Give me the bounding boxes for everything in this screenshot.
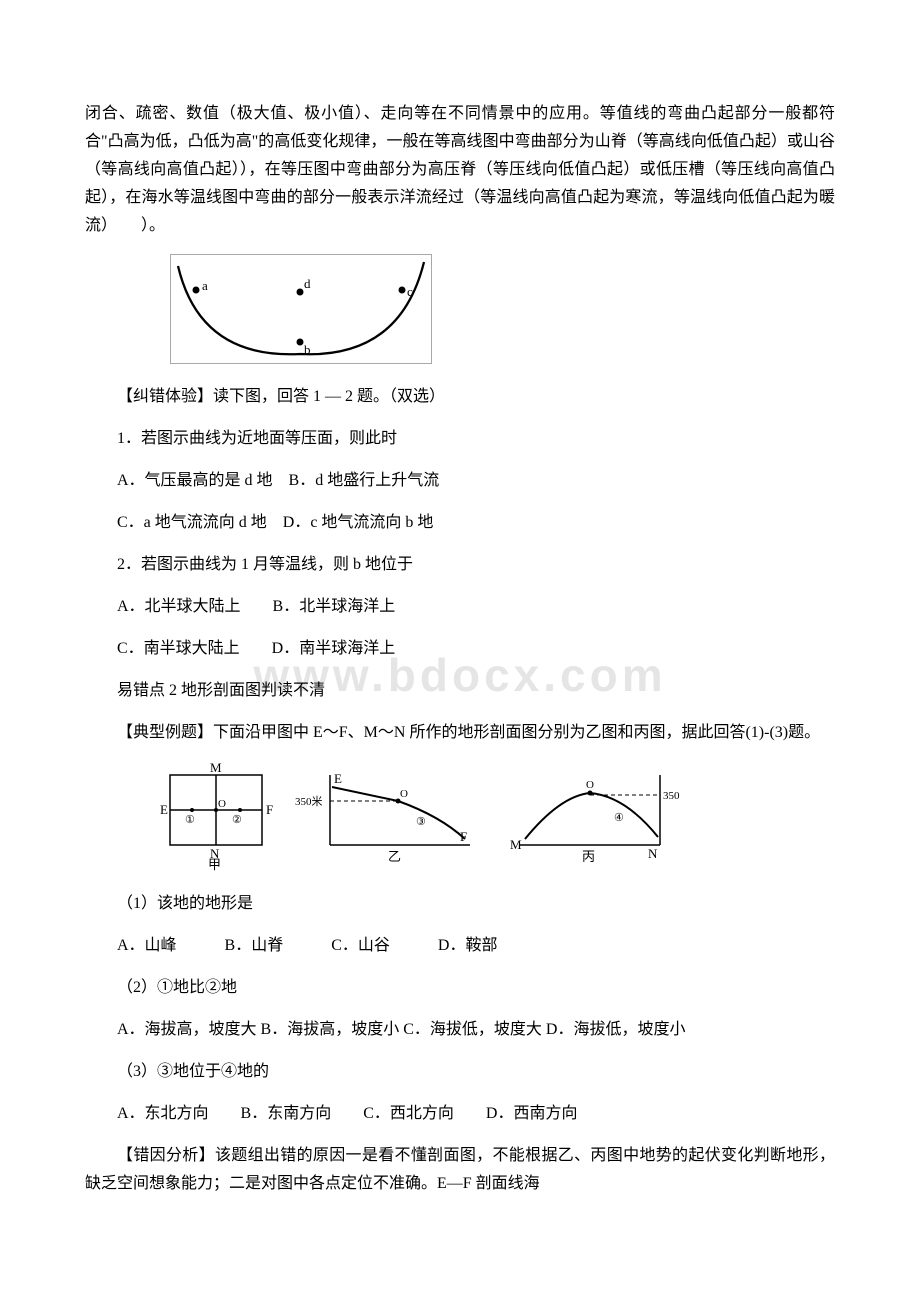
svg-text:d: d bbox=[304, 276, 311, 291]
svg-text:③: ③ bbox=[416, 816, 426, 828]
svg-text:乙: 乙 bbox=[388, 849, 401, 864]
svg-text:F: F bbox=[266, 802, 273, 817]
q1-opts-cd: C．a 地气流流向 d 地 D．c 地气流流向 b 地 bbox=[85, 509, 835, 537]
correction-header: 【纠错体验】读下图，回答 1 — 2 题。（双选） bbox=[85, 383, 835, 411]
svg-text:O: O bbox=[400, 788, 408, 800]
panel-bing: M N O 350米 ④ 丙 bbox=[510, 775, 680, 864]
svg-text:E: E bbox=[160, 802, 168, 817]
figure2: M N E F O ① ② 甲 E F O 350米 ③ 乙 M bbox=[160, 761, 835, 876]
panel-jia: M N E F O ① ② 甲 bbox=[160, 761, 273, 871]
panel-yi: E F O 350米 ③ 乙 bbox=[295, 771, 470, 864]
svg-text:c: c bbox=[407, 284, 413, 299]
svg-text:350米: 350米 bbox=[663, 789, 680, 802]
svg-text:O: O bbox=[218, 798, 226, 810]
svg-text:①: ① bbox=[185, 814, 195, 826]
sub-q1: （1）该地的地形是 bbox=[85, 890, 835, 918]
svg-text:N: N bbox=[648, 846, 658, 861]
sub-q3: （3）③地位于④地的 bbox=[85, 1058, 835, 1086]
svg-text:④: ④ bbox=[614, 812, 624, 824]
figure1: a b c d bbox=[170, 254, 835, 369]
svg-text:M: M bbox=[510, 837, 522, 852]
q2-opts-cd: C．南半球大陆上 D．南半球海洋上 bbox=[85, 635, 835, 663]
sub-q1-opts: A．山峰 B．山脊 C．山谷 D．鞍部 bbox=[85, 932, 835, 960]
svg-text:丙: 丙 bbox=[582, 849, 595, 864]
svg-text:a: a bbox=[202, 278, 208, 293]
svg-text:E: E bbox=[334, 771, 342, 786]
svg-text:350米: 350米 bbox=[295, 795, 323, 808]
q2: 2．若图示曲线为 1 月等温线，则 b 地位于 bbox=[85, 551, 835, 579]
svg-text:b: b bbox=[304, 342, 311, 357]
q1-opts-ab: A．气压最高的是 d 地 B．d 地盛行上升气流 bbox=[85, 467, 835, 495]
svg-text:M: M bbox=[210, 761, 222, 775]
q1: 1．若图示曲线为近地面等压面，则此时 bbox=[85, 425, 835, 453]
svg-text:O: O bbox=[586, 779, 594, 791]
sub-q2: （2）①地比②地 bbox=[85, 974, 835, 1002]
svg-text:甲: 甲 bbox=[208, 857, 221, 871]
sub-q3-opts: A．东北方向 B．东南方向 C．西北方向 D．西南方向 bbox=[85, 1100, 835, 1128]
error-analysis: 【错因分析】该题组出错的原因一是看不懂剖面图，不能根据乙、丙图中地势的起伏变化判… bbox=[85, 1142, 835, 1198]
q2-opts-ab: A．北半球大陆上 B．北半球海洋上 bbox=[85, 593, 835, 621]
sub-q2-opts: A．海拔高，坡度大 B．海拔高，坡度小 C．海拔低，坡度大 D．海拔低，坡度小 bbox=[85, 1016, 835, 1044]
easy-error-point: 易错点 2 地形剖面图判读不清 bbox=[85, 677, 835, 705]
svg-text:②: ② bbox=[232, 814, 242, 826]
intro-text: 闭合、疏密、数值（极大值、极小值）、走向等在不同情景中的应用。等值线的弯曲凸起部… bbox=[85, 100, 835, 240]
example-header: 【典型例题】下面沿甲图中 E～F、M～N 所作的地形剖面图分别为乙图和丙图，据此… bbox=[85, 719, 835, 747]
